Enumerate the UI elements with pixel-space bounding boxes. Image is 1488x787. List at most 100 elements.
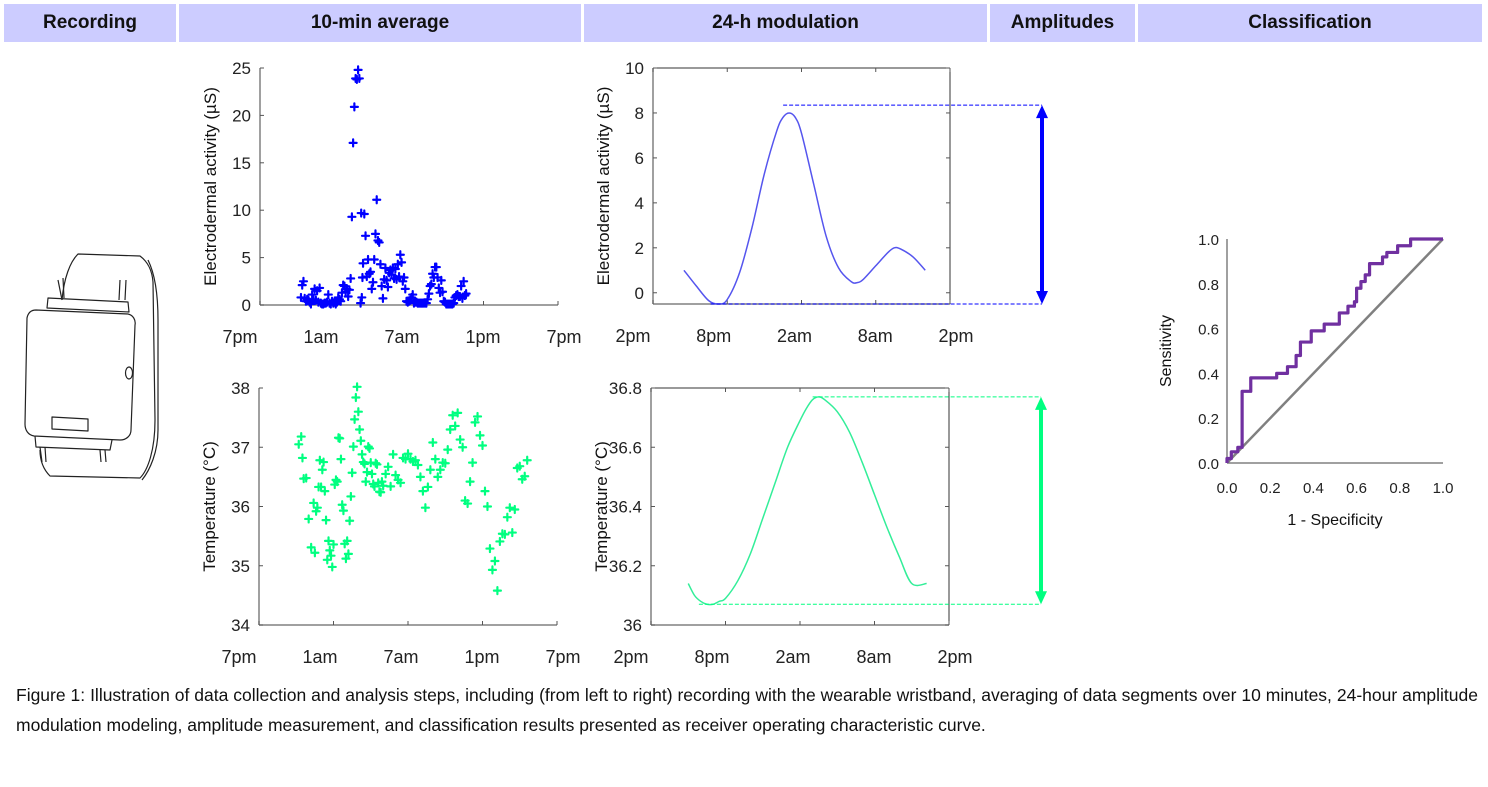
data-point bbox=[359, 209, 369, 219]
data-point bbox=[425, 465, 435, 475]
roc-chart: 0.0 0.2 0.4 0.6 0.8 1.0 0.0 0.2 0.4 0.6 0.8 1.0 Sens… bbox=[1158, 232, 1453, 529]
data-point bbox=[357, 292, 367, 303]
data-point bbox=[450, 421, 460, 431]
data-point bbox=[307, 289, 317, 300]
x-tick-label: 2am bbox=[777, 326, 812, 346]
data-point bbox=[423, 482, 433, 492]
y-tick-label: 6 bbox=[635, 149, 644, 168]
data-point bbox=[349, 102, 359, 112]
data-point bbox=[298, 276, 309, 286]
data-point bbox=[522, 455, 532, 465]
data-point bbox=[323, 536, 334, 546]
data-point bbox=[520, 471, 530, 481]
data-point bbox=[507, 527, 517, 538]
data-point bbox=[310, 548, 320, 558]
y-tick-label: 25 bbox=[232, 59, 251, 78]
data-point bbox=[301, 473, 311, 483]
data-point bbox=[395, 250, 405, 260]
data-point bbox=[296, 431, 306, 442]
x-tick-label: 7am bbox=[384, 327, 419, 347]
data-point bbox=[492, 586, 502, 596]
x-tick-label: 0.8 bbox=[1389, 480, 1410, 497]
data-point bbox=[332, 477, 342, 487]
x-tick-label: 1pm bbox=[464, 647, 499, 667]
y-tick-label: 36.2 bbox=[609, 557, 642, 576]
axes: 34 35 36 37 38 7pm 1am 7am 1pm 7pm Temperature (°C… bbox=[200, 379, 581, 667]
data-point bbox=[365, 267, 376, 277]
data-point bbox=[383, 462, 393, 472]
y-tick-label: 35 bbox=[231, 557, 250, 576]
data-points bbox=[296, 65, 471, 309]
arrow-head-down bbox=[1035, 591, 1047, 605]
data-point bbox=[346, 491, 356, 502]
y-axis-label: Electrodermal activity (µS) bbox=[594, 87, 613, 286]
data-point bbox=[458, 442, 468, 452]
data-point bbox=[344, 285, 354, 295]
data-point bbox=[372, 195, 382, 205]
data-point bbox=[410, 455, 421, 465]
y-tick-label: 0.8 bbox=[1198, 277, 1219, 294]
y-axis-label: Temperature (°C) bbox=[592, 441, 611, 572]
data-point bbox=[490, 556, 500, 566]
data-point bbox=[390, 264, 400, 274]
data-point bbox=[495, 536, 505, 547]
data-point bbox=[374, 237, 384, 248]
data-point bbox=[367, 284, 377, 294]
x-tick-label: 1.0 bbox=[1433, 480, 1454, 497]
x-tick-label: 7pm bbox=[222, 327, 257, 347]
y-tick-label: 5 bbox=[242, 249, 251, 268]
data-point bbox=[297, 280, 307, 290]
data-point bbox=[463, 498, 473, 509]
y-tick-label: 10 bbox=[232, 201, 251, 220]
data-point bbox=[421, 298, 431, 308]
data-point bbox=[408, 289, 418, 300]
x-tick-label: 8am bbox=[858, 326, 893, 346]
data-point bbox=[482, 501, 493, 512]
data-point bbox=[294, 439, 304, 449]
data-point bbox=[335, 433, 345, 443]
y-tick-label: 0.4 bbox=[1198, 366, 1219, 383]
data-point bbox=[378, 293, 388, 303]
header-classification: Classification bbox=[1138, 4, 1482, 42]
x-tick-label: 7pm bbox=[546, 327, 581, 347]
x-tick-label: 2pm bbox=[615, 326, 650, 346]
data-point bbox=[323, 289, 333, 300]
x-tick-label: 8pm bbox=[694, 647, 729, 667]
modulation-curve bbox=[683, 112, 926, 305]
data-point bbox=[428, 437, 438, 448]
data-point bbox=[352, 382, 362, 392]
y-tick-label: 10 bbox=[625, 59, 644, 78]
axes: 36 36.2 36.4 36.6 36.8 2pm 8pm 2am 8am 2pm Tempera… bbox=[592, 379, 973, 667]
data-point bbox=[350, 414, 360, 425]
data-point bbox=[328, 539, 339, 550]
temp-modulation-chart: 36 36.2 36.4 36.6 36.8 2pm 8pm 2am 8am 2pm Tempera… bbox=[592, 379, 1047, 667]
data-point bbox=[461, 289, 471, 299]
header-label: Recording bbox=[43, 12, 137, 33]
data-point bbox=[487, 565, 498, 575]
header-label: Classification bbox=[1248, 12, 1372, 33]
data-point bbox=[378, 481, 388, 491]
header-10min-average: 10-min average bbox=[179, 4, 581, 42]
y-tick-label: 34 bbox=[231, 616, 250, 635]
eda-scatter-chart: 0 5 10 15 20 25 7pm 1am 7am 1pm 7pm Electrodermal a… bbox=[201, 59, 582, 347]
data-point bbox=[427, 269, 438, 279]
data-point bbox=[322, 555, 332, 565]
data-point bbox=[337, 500, 347, 510]
data-point bbox=[377, 477, 387, 487]
data-point bbox=[371, 458, 381, 468]
temp-scatter-chart: 34 35 36 37 38 7pm 1am 7am 1pm 7pm Temperature (°C… bbox=[200, 379, 581, 667]
data-point bbox=[436, 275, 446, 285]
x-tick-label: 7pm bbox=[545, 647, 580, 667]
data-point bbox=[342, 536, 352, 546]
data-point bbox=[347, 212, 357, 222]
data-point bbox=[345, 516, 355, 526]
x-tick-label: 0.2 bbox=[1260, 480, 1281, 497]
data-point bbox=[485, 543, 495, 554]
data-point bbox=[353, 65, 363, 75]
data-point bbox=[311, 506, 321, 516]
x-tick-label: 1am bbox=[303, 327, 338, 347]
data-point bbox=[448, 410, 458, 420]
data-point bbox=[459, 276, 469, 286]
data-point bbox=[356, 436, 366, 446]
